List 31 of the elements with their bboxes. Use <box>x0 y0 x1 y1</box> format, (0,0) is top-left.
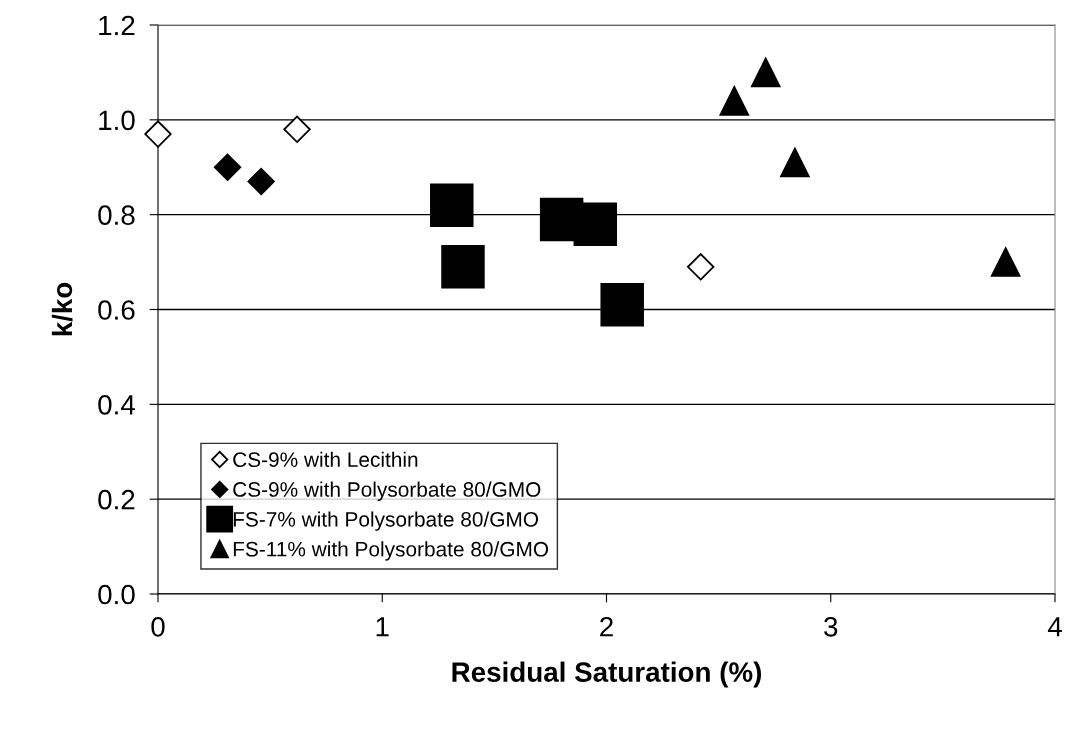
x-tick-label: 0 <box>151 616 165 637</box>
point <box>441 245 485 289</box>
y-tick-label: 1.0 <box>99 110 135 131</box>
y-tick-label: 0.4 <box>98 395 135 415</box>
y-axis-title: k/ko <box>51 282 73 336</box>
point <box>780 147 810 178</box>
y-tick-label: 0.6 <box>98 300 135 320</box>
y-tick-label: 1.2 <box>99 15 135 36</box>
point <box>283 115 311 143</box>
point <box>990 247 1021 277</box>
x-tick-label: 3 <box>824 616 838 637</box>
point <box>750 57 781 88</box>
legend-label: CS-9% with Polysorbate 80/GMO <box>233 481 541 501</box>
point <box>144 120 172 148</box>
point <box>247 167 275 196</box>
legend-label: FS-7% with Polysorbate 80/GMO <box>233 511 539 531</box>
legend-label: CS-9% with Lecithin <box>233 451 418 468</box>
y-tick-label: 0.0 <box>98 584 135 605</box>
point <box>600 283 644 327</box>
y-tick-label: 0.2 <box>98 489 135 510</box>
x-axis-title: Residual Saturation (%) <box>452 661 762 688</box>
x-tick-label: 2 <box>600 616 613 637</box>
point <box>687 253 715 281</box>
x-tick-label: 1 <box>376 617 389 637</box>
legend-label: FS-11% with Polysorbate 80/GMO <box>233 541 549 561</box>
point <box>573 202 618 246</box>
y-tick-label: 0.8 <box>98 205 135 226</box>
point <box>213 153 242 181</box>
x-tick-label: 4 <box>1047 617 1062 637</box>
point <box>719 86 750 116</box>
point <box>430 183 474 227</box>
